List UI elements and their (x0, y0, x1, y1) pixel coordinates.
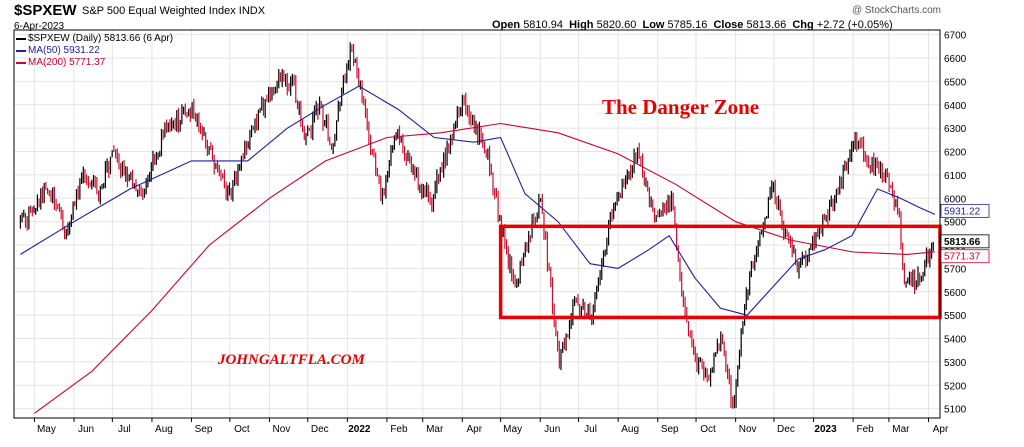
y-tick-label: 5500 (944, 311, 967, 322)
x-tick-label: Apr (933, 424, 949, 435)
x-tick-label: Oct (700, 424, 716, 435)
y-tick-label: 6700 (944, 31, 967, 42)
close-value: 5813.66 (746, 19, 787, 31)
x-tick-label: Jun (78, 424, 94, 435)
y-tick-label: 6300 (944, 124, 967, 135)
last-value-label: 5813.66 (944, 237, 981, 248)
legend-item-ma200: MA(200) 5771.37 (16, 57, 173, 69)
y-tick-label: 5300 (944, 358, 967, 369)
x-tick-label: Jun (544, 424, 560, 435)
ma50-line (20, 85, 936, 316)
x-tick-label: Mar (892, 424, 910, 435)
low-label: Low (642, 19, 665, 31)
y-tick-label: 5200 (944, 381, 967, 392)
x-tick-label: Oct (234, 424, 250, 435)
y-tick-label: 6500 (944, 77, 967, 88)
open-value: 5810.94 (523, 19, 563, 31)
x-tick-label: Nov (273, 424, 291, 435)
legend-label: MA(200) 5771.37 (28, 57, 106, 68)
legend-swatch (16, 38, 26, 40)
last-value-box (940, 234, 990, 249)
legend-label: MA(50) 5931.22 (28, 45, 100, 56)
x-tick-label: May (503, 424, 522, 435)
y-tick-label: 5600 (944, 288, 967, 299)
y-tick-label: 6600 (944, 54, 967, 65)
y-tick-label: 6200 (944, 148, 967, 159)
x-tick-label: Sep (195, 424, 213, 435)
watermark-text: JOHNGALTFLA.COM (218, 352, 365, 368)
chart-legend: $SPXEW (Daily) 5813.66 (6 Apr) MA(50) 59… (16, 33, 173, 69)
high-value: 5820.60 (596, 19, 637, 31)
ticker-symbol: $SPXEW (14, 2, 77, 19)
y-tick-label: 5400 (944, 335, 967, 346)
x-tick-label: 2022 (348, 424, 371, 435)
ma200-line (34, 122, 935, 414)
y-tick-label: 5900 (944, 218, 967, 229)
x-tick-label: May (37, 424, 56, 435)
legend-item-price: $SPXEW (Daily) 5813.66 (6 Apr) (16, 33, 173, 45)
chg-label: Chg (792, 19, 814, 31)
y-tick-label: 6400 (944, 101, 967, 112)
high-label: High (569, 19, 594, 31)
y-tick-label: 5700 (944, 264, 967, 275)
x-tick-label: Jul (118, 424, 131, 435)
last-value-box (940, 203, 990, 218)
y-tick-label: 6000 (944, 194, 967, 205)
danger-zone-title: The Danger Zone (602, 95, 760, 119)
x-tick-label: Apr (467, 424, 483, 435)
chg-value: +2.72 (+0.05%) (816, 19, 893, 31)
index-name: S&P 500 Equal Weighted Index INDX (82, 5, 266, 17)
x-tick-label: Aug (621, 424, 639, 435)
legend-item-ma50: MA(50) 5931.22 (16, 45, 173, 57)
x-tick-label: 2023 (814, 424, 837, 435)
x-tick-label: Aug (155, 424, 173, 435)
ohlc-readout: Open 5810.94 High 5820.60 Low 5785.16 Cl… (492, 19, 893, 31)
last-value-label: 5931.22 (944, 206, 981, 217)
plot-border (13, 29, 941, 419)
legend-label: $SPXEW (Daily) 5813.66 (6 Apr) (28, 33, 174, 44)
last-value-box (940, 249, 990, 264)
x-tick-label: Dec (777, 424, 795, 435)
x-tick-label: Feb (857, 424, 875, 435)
y-tick-label: 6100 (944, 171, 967, 182)
last-value-label: 5771.37 (944, 252, 981, 263)
chart-date: 6-Apr-2023 (14, 21, 65, 32)
x-tick-label: Mar (426, 424, 444, 435)
close-label: Close (713, 19, 744, 31)
plot-area (14, 30, 940, 418)
x-tick-label: Nov (739, 424, 757, 435)
low-value: 5785.16 (667, 19, 708, 31)
legend-swatch (16, 50, 26, 52)
y-tick-label: 5100 (944, 405, 967, 416)
x-tick-label: Feb (390, 424, 408, 435)
open-label: Open (492, 19, 521, 31)
x-tick-label: Sep (661, 424, 679, 435)
legend-swatch (16, 62, 26, 64)
stockcharts-credit: @ StockCharts.com (851, 5, 941, 16)
x-tick-label: Jul (584, 424, 597, 435)
x-tick-label: Dec (311, 424, 329, 435)
